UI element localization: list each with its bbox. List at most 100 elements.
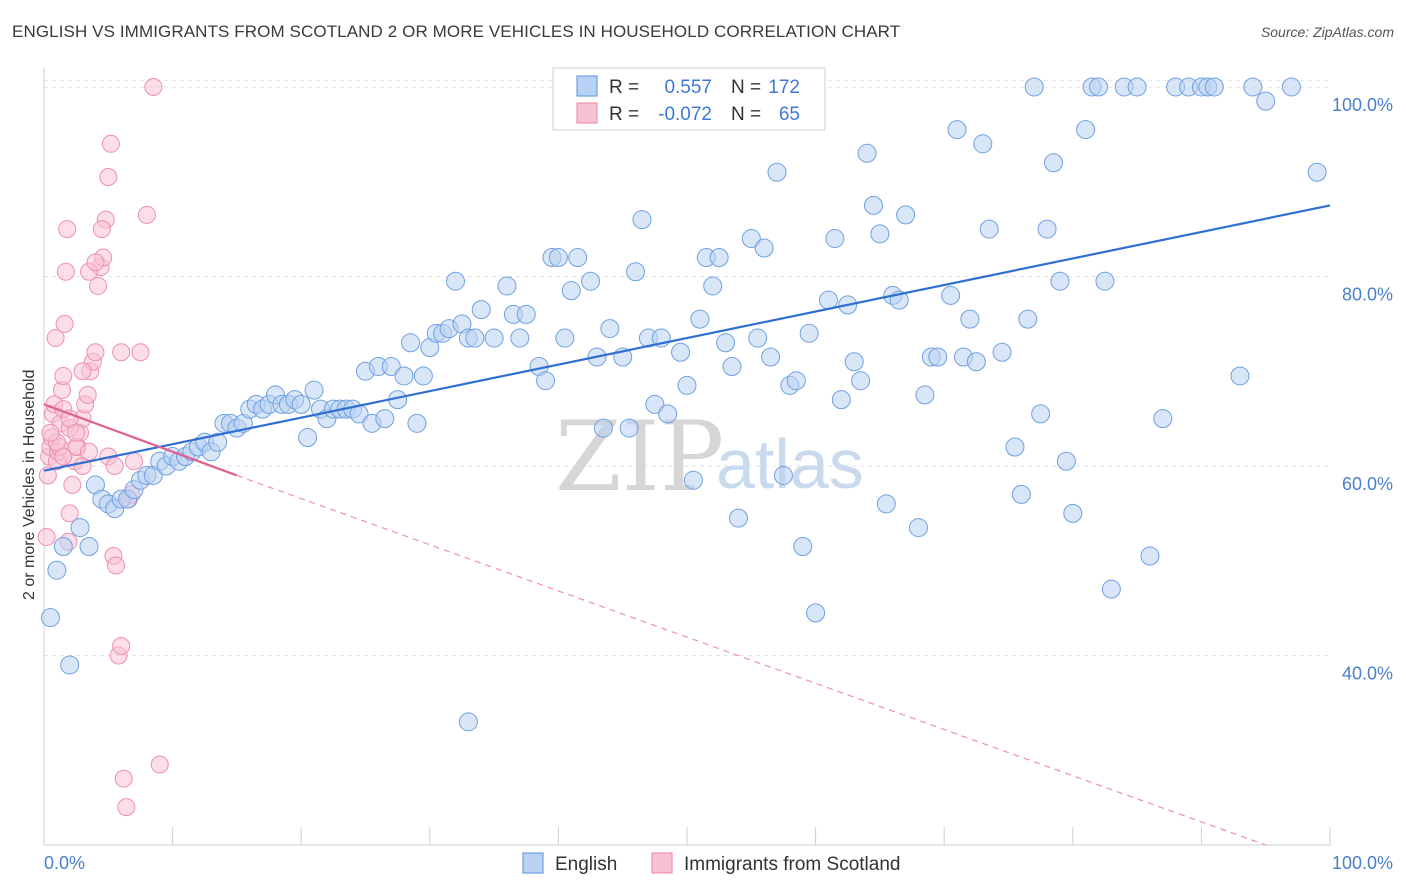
english-point-68 bbox=[497, 276, 517, 296]
scotland-point-47 bbox=[150, 755, 169, 774]
english-point-128 bbox=[928, 347, 948, 367]
english-point-94 bbox=[690, 309, 710, 329]
english-point-77 bbox=[561, 281, 581, 301]
english-point-4 bbox=[70, 518, 90, 538]
english-point-51 bbox=[375, 409, 395, 429]
scotland-point-16 bbox=[58, 220, 77, 239]
english-point-129 bbox=[941, 285, 961, 305]
english-point-3 bbox=[60, 655, 80, 675]
english-point-163 bbox=[1256, 91, 1276, 111]
english-point-155 bbox=[1153, 409, 1173, 429]
english-point-2 bbox=[53, 537, 73, 557]
english-point-153 bbox=[1127, 77, 1147, 97]
english-point-93 bbox=[683, 470, 703, 490]
english-point-120 bbox=[870, 224, 890, 244]
english-point-91 bbox=[671, 342, 691, 362]
scotland-r-label: R = bbox=[609, 104, 639, 125]
english-n-value: 172 bbox=[768, 77, 800, 98]
english-point-70 bbox=[510, 328, 530, 348]
english-point-76 bbox=[555, 328, 575, 348]
english-point-108 bbox=[786, 371, 806, 391]
english-point-116 bbox=[844, 352, 864, 372]
english-point-113 bbox=[825, 229, 845, 249]
scotland-point-64 bbox=[112, 343, 131, 362]
y-tick-label-0: 100.0% bbox=[1332, 95, 1393, 115]
scotland-point-58 bbox=[73, 362, 92, 381]
english-point-111 bbox=[806, 603, 826, 623]
english-point-101 bbox=[741, 229, 761, 249]
y-tick-labels: 100.0% 80.0% 60.0% 40.0% bbox=[1332, 95, 1393, 684]
stats-box: R = 0.557 N = 172 R = -0.072 N = 65 bbox=[552, 67, 826, 131]
english-r-value: 0.557 bbox=[664, 77, 712, 98]
english-point-135 bbox=[979, 219, 999, 239]
english-point-146 bbox=[1063, 503, 1083, 523]
english-point-134 bbox=[973, 134, 993, 154]
english-point-5 bbox=[79, 537, 99, 557]
english-point-73 bbox=[536, 371, 556, 391]
english-point-81 bbox=[593, 418, 613, 438]
english-point-39 bbox=[298, 428, 318, 448]
scotland-point-63 bbox=[105, 456, 124, 475]
trend-lines bbox=[43, 204, 1331, 846]
english-point-56 bbox=[407, 413, 427, 433]
english-point-137 bbox=[1005, 437, 1025, 457]
english-point-141 bbox=[1031, 404, 1051, 424]
y-tick-label-2: 60.0% bbox=[1342, 474, 1393, 494]
scotland-point-34 bbox=[101, 134, 120, 153]
scotland-point-44 bbox=[131, 343, 150, 362]
english-point-119 bbox=[863, 195, 883, 215]
scotland-stat-swatch bbox=[576, 102, 598, 124]
english-point-84 bbox=[619, 418, 639, 438]
source-label: Source: ZipAtlas.com bbox=[1260, 24, 1394, 40]
english-point-142 bbox=[1037, 219, 1057, 239]
english-point-143 bbox=[1044, 153, 1064, 173]
scotland-point-38 bbox=[112, 637, 131, 656]
english-point-164 bbox=[1281, 77, 1301, 97]
english-point-0 bbox=[40, 608, 60, 628]
english-point-140 bbox=[1024, 77, 1044, 97]
scotland-point-15 bbox=[56, 262, 75, 281]
scotland-point-40 bbox=[117, 798, 136, 817]
y-axis-label: 2 or more Vehicles in Household bbox=[21, 370, 38, 600]
english-point-38 bbox=[291, 394, 311, 414]
scotland-point-7 bbox=[46, 329, 65, 348]
english-point-104 bbox=[761, 347, 781, 367]
english-point-98 bbox=[716, 333, 736, 353]
english-point-79 bbox=[581, 271, 601, 291]
english-point-161 bbox=[1230, 366, 1250, 386]
english-point-125 bbox=[908, 518, 928, 538]
english-point-154 bbox=[1140, 546, 1160, 566]
scotland-point-36 bbox=[107, 556, 126, 575]
scotland-point-13 bbox=[54, 366, 73, 385]
scotland-point-14 bbox=[55, 314, 74, 333]
scotland-n-value: 65 bbox=[779, 104, 800, 125]
scotland-point-52 bbox=[80, 442, 99, 461]
english-point-90 bbox=[658, 404, 678, 424]
english-n-label: N = bbox=[731, 77, 761, 98]
english-point-166 bbox=[458, 712, 478, 732]
english-point-130 bbox=[947, 120, 967, 140]
english-point-62 bbox=[446, 271, 466, 291]
english-point-92 bbox=[677, 375, 697, 395]
english-point-55 bbox=[401, 333, 421, 353]
english-point-114 bbox=[831, 390, 851, 410]
english-point-117 bbox=[851, 371, 871, 391]
english-point-133 bbox=[966, 352, 986, 372]
english-point-165 bbox=[1307, 162, 1327, 182]
scotland-point-25 bbox=[78, 385, 97, 404]
english-point-67 bbox=[484, 328, 504, 348]
scotland-point-33 bbox=[99, 167, 118, 186]
english-point-57 bbox=[413, 366, 433, 386]
english-point-100 bbox=[728, 508, 748, 528]
scotland-points bbox=[37, 77, 169, 817]
legend-scotland-swatch bbox=[651, 852, 673, 874]
watermark-atlas: atlas bbox=[716, 425, 864, 503]
english-point-103 bbox=[754, 238, 774, 258]
scotland-point-57 bbox=[67, 423, 86, 442]
scotland-point-46 bbox=[144, 77, 163, 96]
english-point-124 bbox=[896, 205, 916, 225]
english-stat-swatch bbox=[576, 75, 598, 97]
x-tick-min: 0.0% bbox=[44, 853, 85, 873]
scotland-trend-line bbox=[43, 403, 238, 477]
english-r-label: R = bbox=[609, 77, 639, 98]
